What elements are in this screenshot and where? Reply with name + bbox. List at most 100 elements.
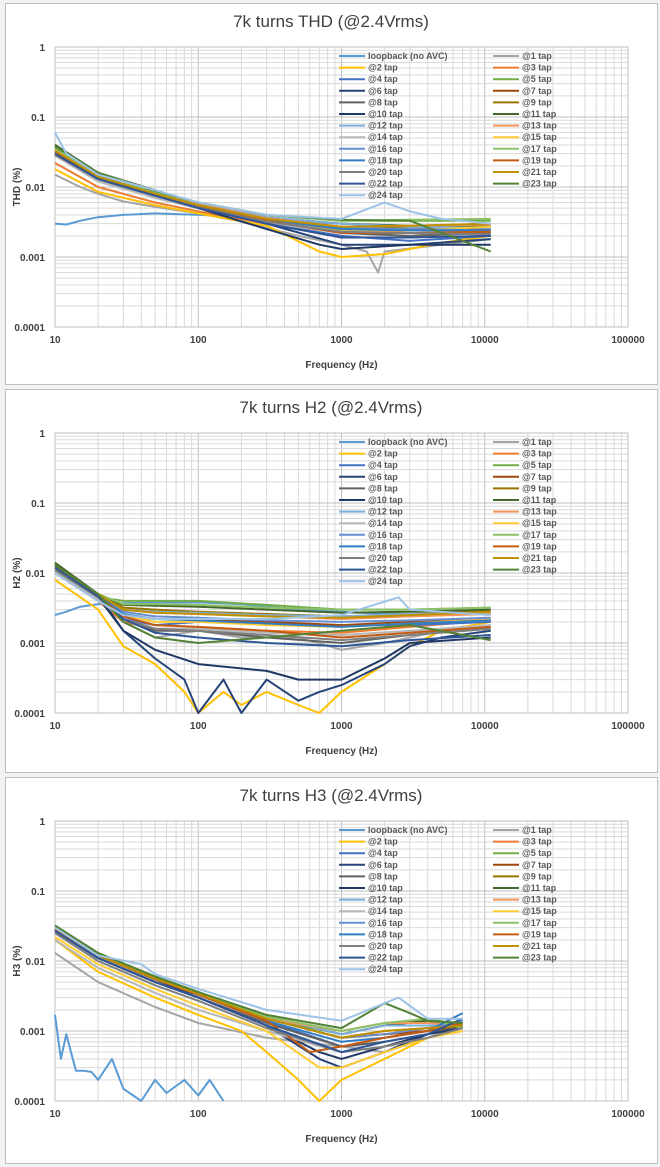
series-line-22 [54,929,464,1054]
legend-label: @13 tap [522,507,557,517]
legend-label: @7 tap [522,472,552,482]
legend-label: @16 tap [368,918,403,928]
y-tick-label: 0.1 [31,113,45,124]
legend-label: @18 tap [368,541,403,551]
legend-label: @23 tap [522,179,557,189]
legend-label: @5 tap [522,848,552,858]
legend-label: @13 tap [522,895,557,905]
y-tick-label: 0.01 [26,957,46,968]
series-line-22 [54,152,491,239]
legend-label: loopback (no AVC) [368,51,448,61]
legend-label: @6 tap [368,86,398,96]
legend-label: @11 tap [522,109,557,119]
legend-label: @7 tap [522,86,552,96]
h3-chart: 7k turns H3 (@2.4Vrms) 10 100 1000 10000 1000… [12,786,645,1145]
legend-label: @22 tap [368,179,403,189]
legend-label: @24 tap [368,576,403,586]
x-axis-label: Frequency (Hz) [305,1134,377,1145]
legend-label: @1 tap [522,51,552,61]
legend-label: @17 tap [522,918,557,928]
legend-label: @4 tap [368,848,398,858]
y-tick-label: 0.1 [31,499,45,510]
series-line-23 [54,924,463,1030]
x-tick-label: 100000 [611,721,645,732]
x-tick-label: 100000 [611,335,645,346]
series-line-23 [54,564,491,644]
series-line-20 [54,932,463,1054]
legend-label: @2 tap [368,63,398,73]
legend-label: @6 tap [368,860,398,870]
legend-label: @3 tap [522,837,552,847]
legend-label: @6 tap [368,472,398,482]
h2-chart: 7k turns H2 (@2.4Vrms) 10 100 1000 10000 1000… [12,398,645,757]
x-tick-label: 10000 [471,721,499,732]
series-line-20 [54,153,491,236]
y-tick-label: 0.001 [20,639,45,650]
legend-label: @22 tap [368,953,403,963]
x-tick-label: 10 [49,335,61,346]
series-line-15 [54,936,463,1069]
y-tick-label: 0.0001 [14,1097,45,1108]
y-tick-label: 1 [39,429,45,440]
y-tick-label: 0.0001 [14,323,45,334]
legend-label: @1 tap [522,825,552,835]
y-tick-label: 1 [39,43,45,54]
x-tick-label: 100 [190,721,207,732]
legend-label: @8 tap [368,871,398,881]
series-line-21 [54,566,491,619]
chart-title: 7k turns H2 (@2.4Vrms) [240,398,423,417]
legend-label: @23 tap [522,565,557,575]
grid [54,46,629,328]
x-axis-label: Frequency (Hz) [305,360,377,371]
legend-label: @5 tap [522,460,552,470]
legend-label: @8 tap [368,483,398,493]
legend-label: @10 tap [368,883,403,893]
series-line-24 [54,572,491,620]
y-tick-label: 0.001 [20,253,45,264]
x-tick-label: 100 [190,335,207,346]
legend-label: @20 tap [368,941,403,951]
legend-label: @22 tap [368,565,403,575]
series-line-2 [54,168,491,258]
legend-label: @21 tap [522,553,557,563]
legend-label: @9 tap [522,97,552,107]
legend-label: @3 tap [522,449,552,459]
x-tick-label: 1000 [330,335,353,346]
legend-label: @20 tap [368,553,403,563]
y-axis-label: THD (%) [12,168,23,207]
series-line-2 [54,939,463,1102]
y-axis-label: H3 (%) [12,945,23,976]
legend-label: @16 tap [368,144,403,154]
x-tick-label: 1000 [330,721,353,732]
legend-label: @21 tap [522,167,557,177]
legend-label: @13 tap [522,121,557,131]
series-line-17 [54,566,491,611]
series-group [54,132,492,274]
legend-label: @7 tap [522,860,552,870]
legend-label: @8 tap [368,97,398,107]
legend-label: @19 tap [522,155,557,165]
chart-title: 7k turns H3 (@2.4Vrms) [240,786,423,805]
x-tick-label: 100000 [611,1109,645,1120]
x-tick-label: 100 [190,1109,207,1120]
x-tick-label: 10 [49,1109,61,1120]
legend-label: @14 tap [368,518,403,528]
legend-label: @4 tap [368,74,398,84]
series-group [54,924,464,1102]
legend-label: @17 tap [522,530,557,540]
legend-label: @11 tap [522,495,557,505]
legend-label: @18 tap [368,929,403,939]
legend-label: @14 tap [368,906,403,916]
chart-panel-thd: 7k turns THD (@2.4Vrms) 10 100 1000 10000 100… [5,3,658,385]
x-tick-label: 10 [49,721,61,732]
series-line-6 [54,561,491,714]
legend-label: @15 tap [522,906,557,916]
legend-label: @19 tap [522,541,557,551]
legend-label: @20 tap [368,167,403,177]
legend-label: @15 tap [522,518,557,528]
legend-label: @1 tap [522,437,552,447]
legend-label: @15 tap [522,132,557,142]
legend-label: @4 tap [368,460,398,470]
legend-label: @14 tap [368,132,403,142]
y-tick-label: 0.001 [20,1027,45,1038]
